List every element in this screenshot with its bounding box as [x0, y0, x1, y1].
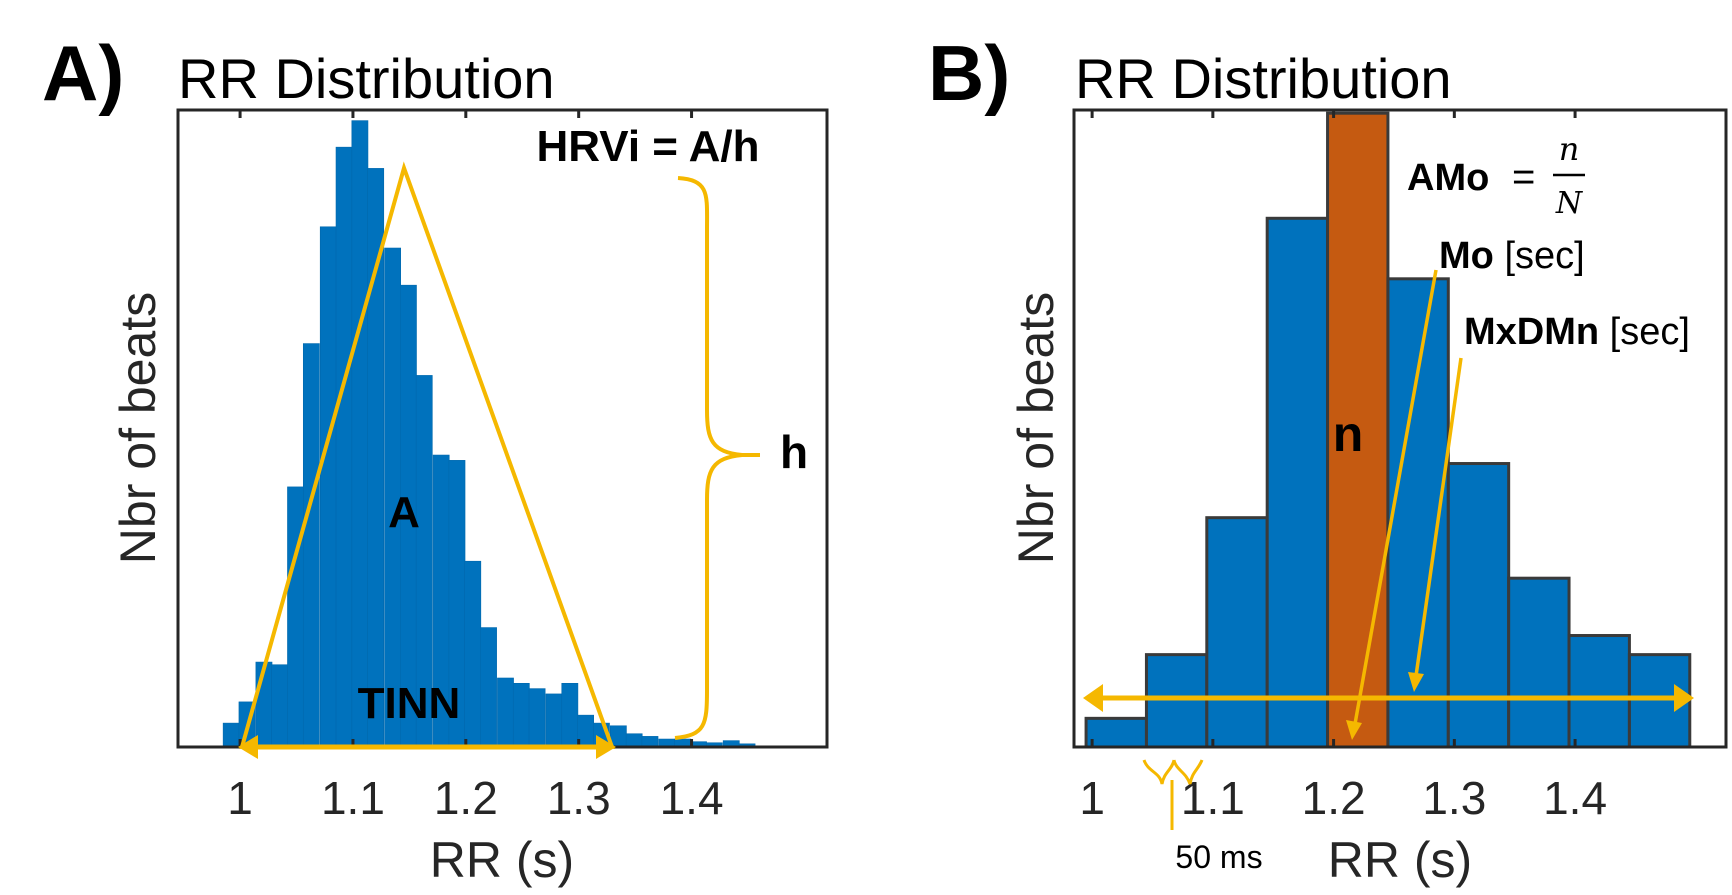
- height-label: h: [780, 426, 808, 478]
- panel-a-xlabel: RR (s): [430, 832, 574, 888]
- mo-pointer-head: [1346, 720, 1362, 740]
- amo-numerator: n: [1559, 130, 1580, 168]
- mo-label: Mo: [1439, 235, 1494, 277]
- amo-formula: AMo = n N: [1407, 130, 1585, 221]
- histogram-bar: [464, 560, 482, 748]
- panel-a-title: RR Distribution: [178, 47, 555, 110]
- histogram-bar: [1144, 653, 1209, 749]
- histogram-bar: [222, 722, 240, 748]
- mxdmn-unit: [sec]: [1610, 311, 1690, 353]
- histogram-bar: [1567, 634, 1631, 749]
- panel-b-xticks: 1 1.1 1.2 1.3 1.4: [1079, 110, 1607, 824]
- panel-b-label: B): [928, 29, 1010, 117]
- xtick-label: 1.4: [1543, 772, 1607, 824]
- mxdmn-arrow-right: [1674, 684, 1694, 712]
- panel-b: B) RR Distribution 1 1.1 1.2 1.3 1.4 RR (s) …: [928, 29, 1728, 888]
- mxdmn-arrow-left: [1083, 684, 1103, 712]
- modal-bar-label: n: [1333, 406, 1364, 462]
- bin-width-brace-right: [1172, 759, 1204, 785]
- histogram-bar: [641, 736, 659, 748]
- xtick-label: 1.3: [1422, 772, 1486, 824]
- area-label: A: [388, 488, 420, 537]
- histogram-bar: [1265, 216, 1330, 749]
- histogram-bar: [319, 226, 337, 748]
- panel-b-ylabel: Nbr of beats: [1008, 292, 1064, 564]
- panel-a-ylabel: Nbr of beats: [110, 292, 166, 564]
- histogram-bar: [1446, 462, 1511, 749]
- xtick-label: 1.4: [660, 772, 724, 824]
- height-brace: [674, 176, 743, 740]
- panel-b-axes-box: [1072, 108, 1728, 749]
- bin-width-label: 50 ms: [1175, 839, 1262, 875]
- xtick-label: 1: [227, 772, 253, 824]
- panel-b-title: RR Distribution: [1075, 47, 1452, 110]
- panel-a-label: A): [42, 29, 124, 117]
- mxdmn-pointer-head: [1408, 672, 1424, 692]
- histogram-bar: [287, 486, 304, 748]
- histogram-bar: [497, 677, 514, 748]
- histogram-bar: [512, 682, 530, 748]
- tinn-arrow-left: [238, 735, 258, 759]
- bin-width-brace-left: [1142, 759, 1176, 785]
- histogram-bar-modal: [1326, 111, 1390, 749]
- xtick-label: 1.1: [321, 772, 385, 824]
- panel-a: A) RR Distribution 1 1.1 1.2 1.3 1.4 RR (s) …: [42, 29, 829, 888]
- hrvi-formula: HRVi = A/h: [537, 122, 760, 171]
- panel-a-axes-box: [176, 108, 829, 749]
- panel-a-bars: [222, 120, 756, 748]
- histogram-bar: [625, 733, 643, 748]
- mxdmn-pointer-line: [1414, 357, 1463, 677]
- xtick-label: 1.2: [1302, 772, 1366, 824]
- mo-pointer-line: [1353, 269, 1438, 725]
- histogram-bar: [1507, 576, 1571, 749]
- tinn-label: TINN: [358, 679, 461, 728]
- mo-annotation: Mo [sec]: [1439, 235, 1585, 277]
- histogram-bar: [335, 146, 353, 748]
- panel-b-bars: [1084, 111, 1692, 749]
- histogram-bar: [480, 627, 497, 748]
- amo-equals: =: [1512, 155, 1535, 199]
- histogram-bar: [528, 688, 546, 748]
- histogram-bar: [351, 120, 369, 748]
- amo-denominator: N: [1555, 186, 1584, 221]
- mxdmn-label: MxDMn: [1464, 311, 1599, 353]
- amo-label: AMo: [1407, 157, 1489, 199]
- xtick-label: 1.2: [434, 772, 498, 824]
- panel-a-xticks: 1 1.1 1.2 1.3 1.4: [227, 110, 724, 824]
- mo-unit: [sec]: [1504, 235, 1584, 277]
- histogram-bar: [545, 693, 563, 748]
- xtick-label: 1: [1079, 772, 1105, 824]
- panel-b-xlabel: RR (s): [1328, 832, 1472, 888]
- mxdmn-annotation: MxDMn [sec]: [1464, 311, 1690, 353]
- tinn-arrow-right: [596, 735, 616, 759]
- xtick-label: 1.3: [547, 772, 611, 824]
- histogram-bar: [561, 682, 579, 748]
- histogram-bar: [1205, 516, 1269, 749]
- histogram-bar: [302, 343, 320, 748]
- histogram-bar: [271, 664, 289, 748]
- histogram-bar: [1084, 716, 1148, 749]
